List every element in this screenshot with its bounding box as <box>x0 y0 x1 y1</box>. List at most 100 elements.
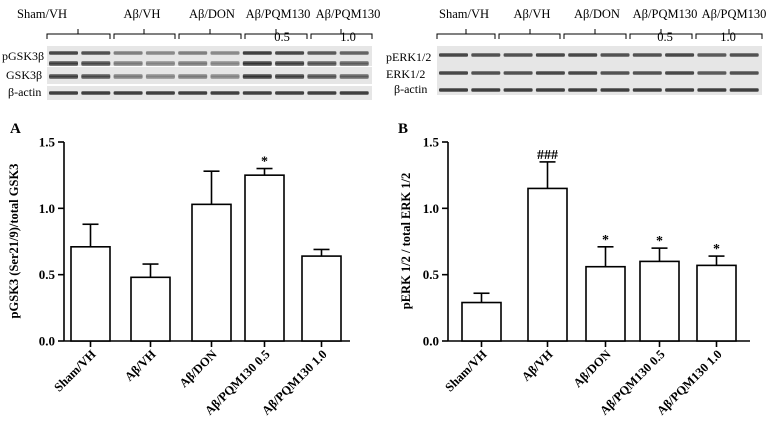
significance-label: * <box>713 242 720 257</box>
blot-band <box>471 88 501 92</box>
blot-band <box>600 88 630 92</box>
blot-bands <box>49 51 369 95</box>
western-blot-left: Sham/VH Aβ/VH Aβ/DON Aβ/PQM130 Aβ/PQM130… <box>2 7 380 100</box>
blot-band <box>729 53 759 57</box>
blot-row-label: β-actin <box>394 82 427 96</box>
blot-band <box>503 88 533 92</box>
blot-group-label: Aβ/PQM130 <box>246 7 311 21</box>
blot-band <box>503 71 533 75</box>
blot-group-label: Aβ/PQM130 <box>316 7 381 21</box>
blot-row-label: GSK3β <box>6 68 42 82</box>
y-ticks: 0.0 0.5 1.0 1.5 <box>39 135 64 349</box>
blot-band <box>113 61 143 66</box>
blot-band <box>307 74 337 79</box>
x-tick-label: Sham/VH <box>51 347 98 394</box>
blot-group-label: Aβ/VH <box>124 7 161 21</box>
blot-band <box>600 71 630 75</box>
significance-label: * <box>602 233 609 248</box>
blot-band <box>275 74 305 79</box>
blot-band <box>339 61 369 66</box>
blot-band <box>49 91 78 95</box>
blot-strip <box>47 86 372 100</box>
blot-band <box>729 88 759 92</box>
bar <box>527 187 568 342</box>
y-ticks: 0.0 0.5 1.0 1.5 <box>423 135 448 349</box>
blot-band <box>242 91 272 95</box>
y-tick-label: 1.5 <box>39 135 56 150</box>
blot-band <box>81 91 111 95</box>
blot-group-label: Aβ/VH <box>514 7 551 21</box>
blot-band <box>49 74 78 79</box>
bars: ### * * * <box>461 148 737 342</box>
blot-band <box>81 61 111 66</box>
blot-band <box>307 51 337 55</box>
blot-band <box>242 51 272 55</box>
x-tick-label: Aβ/VH <box>122 347 159 384</box>
blot-band <box>339 91 369 95</box>
blot-band <box>535 71 565 75</box>
bar-chart-a: A pGSK3 (Ser21/9)/total GSK3 0.0 0.5 1.0 1.… <box>7 121 350 418</box>
blot-band <box>242 74 272 79</box>
blot-band <box>113 91 143 95</box>
x-tick-label: Aβ/DON <box>571 347 614 390</box>
blot-row-label: pERK1/2 <box>386 50 431 64</box>
blot-strip <box>437 46 762 66</box>
bar <box>191 203 232 342</box>
bar-chart-b: B pERK 1/2 / total ERK 1/2 0.00.51.01.5 … <box>398 121 750 418</box>
blot-band <box>178 74 208 79</box>
panel-label: B <box>398 121 408 137</box>
bars: * <box>70 155 342 342</box>
blot-band <box>339 74 369 79</box>
y-tick-label: 0.5 <box>39 267 56 282</box>
blot-band <box>49 51 78 55</box>
blot-group-label: Aβ/DON <box>574 7 620 21</box>
blot-band <box>210 91 240 95</box>
blot-band <box>178 91 208 95</box>
blot-strip <box>47 67 372 84</box>
blot-band <box>632 71 662 75</box>
bar <box>301 255 342 342</box>
blot-band <box>439 71 468 75</box>
y-axis-label: pERK 1/2 / total ERK 1/2 <box>399 173 413 309</box>
blot-band <box>471 71 501 75</box>
blot-band <box>81 74 111 79</box>
blot-band <box>535 88 565 92</box>
x-tick-label: Aβ/VH <box>519 347 556 384</box>
panel-label: A <box>10 121 21 137</box>
blot-band <box>535 53 565 57</box>
blot-band <box>178 51 208 55</box>
blot-band <box>471 53 501 57</box>
y-tick-label: 1.0 <box>39 201 55 216</box>
blot-band <box>729 71 759 75</box>
blot-group-brackets <box>46 29 373 39</box>
blot-band <box>210 74 240 79</box>
blot-band <box>178 61 208 66</box>
blot-band <box>665 88 695 92</box>
blot-dose-label: 1.0 <box>720 30 736 44</box>
bar <box>585 265 626 342</box>
blot-group-brackets <box>436 29 763 39</box>
blot-band <box>697 71 727 75</box>
blot-band <box>439 88 468 92</box>
blot-band <box>665 71 695 75</box>
bar <box>639 260 680 342</box>
blot-band <box>49 61 78 66</box>
blot-dose-label: 0.5 <box>274 30 290 44</box>
blot-row-label: pGSK3β <box>2 49 44 63</box>
blot-strip <box>437 80 762 95</box>
significance-label: * <box>261 155 268 170</box>
blot-band <box>439 53 468 57</box>
blot-band <box>275 91 305 95</box>
blot-band <box>568 88 598 92</box>
blot-band <box>600 53 630 57</box>
blot-band <box>145 51 175 55</box>
blot-band <box>113 51 143 55</box>
bar <box>244 174 285 342</box>
x-tick-label: Sham/VH <box>442 347 489 394</box>
blot-dose-label: 0.5 <box>657 30 673 44</box>
blot-group-label: Aβ/PQM130 <box>702 7 767 21</box>
western-blot-right: Sham/VH Aβ/VH Aβ/DON Aβ/PQM130 Aβ/PQM130… <box>386 7 766 96</box>
blot-band <box>568 71 598 75</box>
